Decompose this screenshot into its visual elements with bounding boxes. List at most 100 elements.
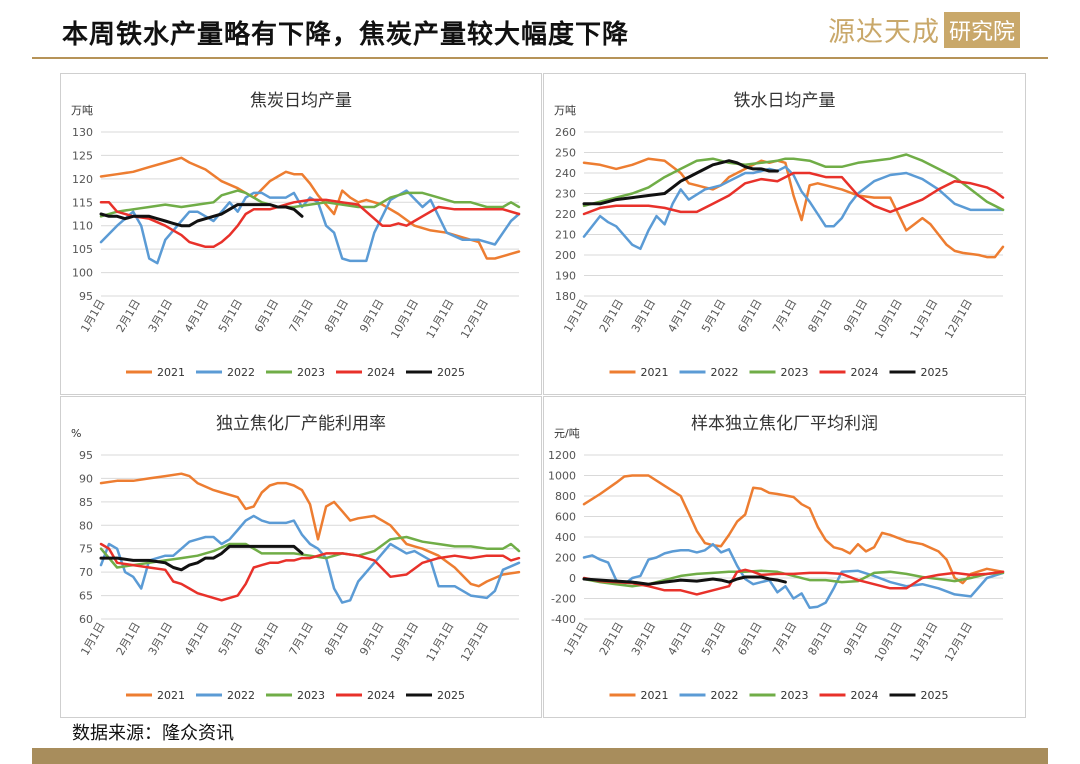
series-line-2024 (582, 568, 1005, 596)
series-line-2021 (99, 472, 521, 588)
x-tick-label: 6月1日 (252, 620, 281, 658)
x-tick-label: 8月1日 (805, 620, 834, 658)
x-tick-label: 4月1日 (665, 297, 694, 335)
legend-label-2022: 2022 (227, 366, 255, 379)
legend-label-2022: 2022 (227, 689, 255, 702)
series-line-2022 (582, 542, 1005, 609)
legend-label-2024: 2024 (851, 689, 879, 702)
logo: 源达天成 研究院 (828, 10, 1021, 49)
y-tick-label: 100 (72, 267, 93, 280)
y-tick-label: 210 (555, 229, 576, 242)
y-tick-label: 800 (555, 490, 576, 503)
x-tick-label: 8月1日 (322, 297, 351, 335)
x-tick-label: 8月1日 (805, 297, 834, 335)
y-tick-label: 400 (555, 531, 576, 544)
y-tick-label: 95 (79, 449, 93, 462)
x-tick-label: 5月1日 (216, 297, 245, 335)
y-tick-label: 65 (79, 590, 93, 603)
series-line-2021 (582, 157, 1005, 259)
x-tick-label: 11月1日 (424, 297, 457, 341)
y-tick-label: 1200 (548, 449, 576, 462)
y-tick-label: 1000 (548, 470, 576, 483)
x-tick-label: 10月1日 (872, 297, 905, 341)
legend-label-2025: 2025 (921, 366, 949, 379)
series-line-2021 (99, 156, 521, 260)
y-tick-label: 95 (79, 290, 93, 303)
x-tick-label: 7月1日 (770, 297, 799, 335)
y-tick-label: 180 (555, 290, 576, 303)
legend-label-2022: 2022 (711, 366, 739, 379)
y-tick-label: -200 (551, 593, 576, 606)
x-tick-label: 7月1日 (287, 297, 316, 335)
legend-label-2021: 2021 (157, 366, 185, 379)
y-tick-label: -400 (551, 613, 576, 626)
chart-title: 焦炭日均产量 (250, 91, 352, 111)
y-tick-label: 60 (79, 613, 93, 626)
x-tick-label: 4月1日 (665, 620, 694, 658)
y-tick-label: 125 (72, 149, 93, 162)
legend-label-2023: 2023 (781, 689, 809, 702)
x-tick-label: 12月1日 (458, 297, 491, 341)
x-tick-label: 5月1日 (699, 297, 728, 335)
series-line-2024 (99, 542, 521, 602)
chart-panel-hot-metal-output: 铁水日均产量 万吨 180 190 200 210 220 230 240 250 260 1月1日 2… (543, 73, 1026, 395)
x-tick-label: 9月1日 (357, 620, 386, 658)
x-tick-label: 2月1日 (597, 297, 626, 335)
legend-label-2021: 2021 (641, 689, 669, 702)
x-tick-label: 6月1日 (735, 620, 764, 658)
footer-bar (32, 748, 1048, 764)
chart-title: 独立焦化厂产能利用率 (216, 414, 386, 434)
chart-title: 样本独立焦化厂平均利润 (691, 414, 878, 434)
y-tick-label: 80 (79, 519, 93, 532)
y-axis-unit: 元/吨 (554, 427, 580, 440)
x-tick-label: 9月1日 (357, 297, 386, 335)
x-tick-label: 7月1日 (770, 620, 799, 658)
series-line-2021 (582, 474, 1005, 585)
x-tick-label: 2月1日 (597, 620, 626, 658)
x-tick-label: 6月1日 (252, 297, 281, 335)
chart-panel-average-profit: 样本独立焦化厂平均利润 元/吨 -400 -200 0 200 400 600 800 1000 1… (543, 396, 1026, 718)
series-line-2022 (99, 514, 521, 604)
x-tick-label: 11月1日 (908, 297, 941, 341)
y-tick-label: 85 (79, 496, 93, 509)
legend-label-2023: 2023 (297, 366, 325, 379)
y-tick-label: 240 (555, 167, 576, 180)
series-line-2025 (99, 544, 304, 572)
x-tick-label: 2月1日 (114, 297, 143, 335)
x-tick-label: 12月1日 (942, 620, 975, 664)
x-tick-label: 3月1日 (146, 297, 175, 335)
legend-label-2023: 2023 (297, 689, 325, 702)
y-axis-unit: % (71, 427, 81, 440)
x-tick-label: 4月1日 (182, 620, 211, 658)
y-tick-label: 90 (79, 472, 93, 485)
x-tick-label: 9月1日 (841, 297, 870, 335)
x-tick-label: 7月1日 (287, 620, 316, 658)
y-tick-label: 250 (555, 147, 576, 160)
legend-label-2025: 2025 (437, 689, 465, 702)
y-tick-label: 130 (72, 126, 93, 139)
x-tick-label: 11月1日 (908, 620, 941, 664)
y-axis-unit: 万吨 (554, 104, 576, 117)
x-tick-label: 6月1日 (735, 297, 764, 335)
y-tick-label: 600 (555, 511, 576, 524)
legend-label-2022: 2022 (711, 689, 739, 702)
series-line-2022 (99, 189, 521, 265)
header-divider (32, 57, 1048, 59)
legend-label-2021: 2021 (157, 689, 185, 702)
chart-panel-coke-output: 焦炭日均产量 万吨 95 100 105 110 115 120 125 130 1月1日 2月1日 3… (60, 73, 542, 395)
x-tick-label: 9月1日 (841, 620, 870, 658)
y-tick-label: 70 (79, 566, 93, 579)
data-source: 数据来源：隆众资讯 (72, 723, 234, 744)
chart-panel-capacity-utilization: 独立焦化厂产能利用率% 60 65 70 75 80 85 90 95 1月1日 2月1日 3月1日 4… (60, 396, 542, 718)
series-line-2025 (582, 575, 787, 586)
x-tick-label: 3月1日 (146, 620, 175, 658)
page-title: 本周铁水产量略有下降，焦炭产量较大幅度下降 (62, 20, 630, 50)
y-tick-label: 220 (555, 208, 576, 221)
y-tick-label: 105 (72, 243, 93, 256)
series-line-2024 (582, 171, 1005, 216)
y-tick-label: 0 (569, 572, 576, 585)
series-line-2024 (99, 198, 521, 249)
x-tick-label: 10月1日 (388, 620, 421, 664)
x-tick-label: 11月1日 (424, 620, 457, 664)
